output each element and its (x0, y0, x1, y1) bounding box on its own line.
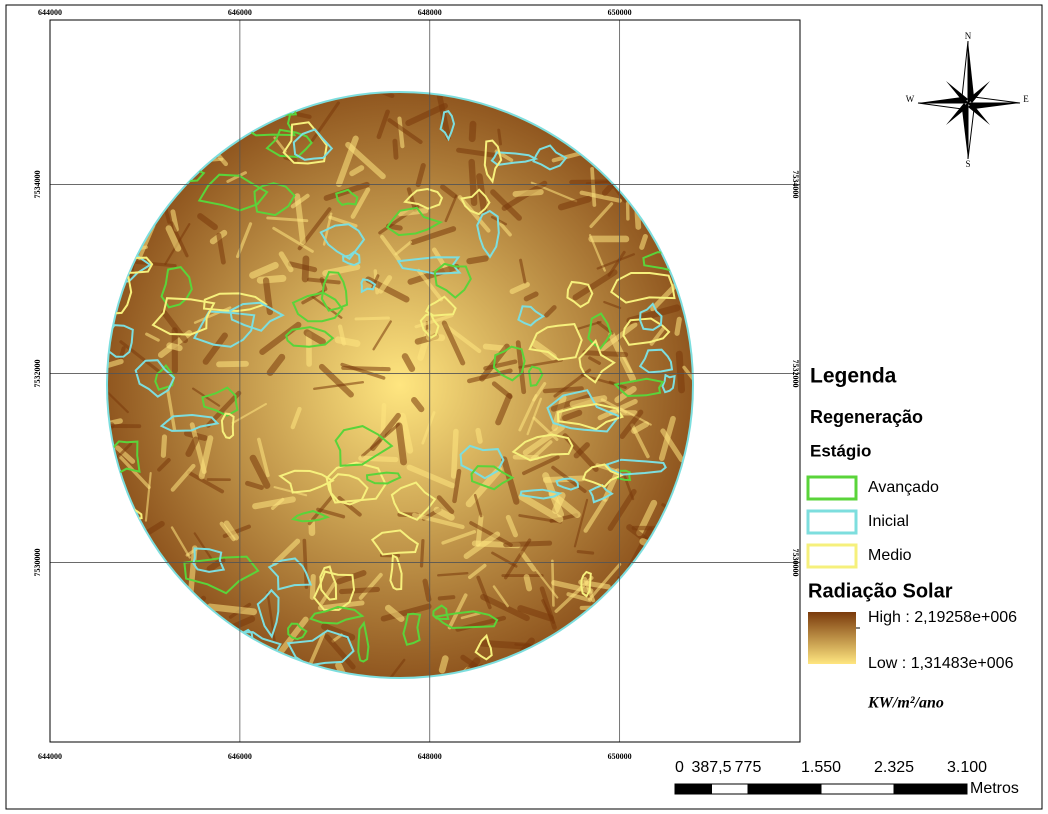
legend-label: Avançado (868, 479, 939, 496)
terrain-streak (399, 426, 403, 462)
raster-title: Radiação Solar (808, 580, 953, 602)
terrain-streak (305, 259, 306, 279)
terrain-streak (338, 340, 357, 344)
terrain-streak (425, 581, 429, 599)
compass-w: W (906, 94, 915, 104)
terrain-streak (499, 130, 501, 144)
terrain-streak (545, 388, 581, 391)
terrain-streak (356, 318, 388, 319)
terrain-streak (395, 141, 396, 157)
compass-e: E (1023, 94, 1029, 104)
terrain-streak (506, 543, 550, 545)
terrain-streak (399, 119, 402, 147)
terrain-streak (572, 182, 611, 183)
legend-label: Medio (868, 547, 912, 564)
legend-label: Inicial (868, 513, 909, 530)
x-coord-label: 646000 (228, 8, 252, 17)
terrain-streak (361, 458, 396, 459)
terrain-streak (312, 577, 313, 598)
raster-high: High : 2,19258e+006 (868, 609, 1017, 626)
terrain-streak (454, 431, 456, 476)
terrain-streak (163, 437, 164, 455)
terrain-streak (527, 577, 530, 588)
map-page: 644000 644000 646000 646000 648000 648000 6500… (0, 0, 1048, 814)
compass-s: S (965, 159, 970, 169)
terrain-streak (442, 659, 445, 670)
terrain-streak (515, 192, 540, 194)
y-coord-label: 7534000 (791, 170, 800, 198)
terrain-streak (578, 552, 592, 554)
scale-label: 3.100 (947, 759, 987, 776)
scale-unit: Metros (970, 780, 1019, 797)
terrain-streak (304, 541, 306, 587)
raster-ramp (808, 612, 856, 664)
terrain-streak (677, 319, 679, 333)
terrain-streak (478, 430, 480, 441)
raster-low: Low : 1,31483e+006 (868, 655, 1014, 672)
legend-layer: Regeneração (810, 407, 923, 427)
y-coord-label: 7530000 (33, 548, 42, 576)
terrain-streak (679, 354, 681, 390)
terrain-streak (440, 597, 454, 598)
legend-field: Estágio (810, 441, 871, 460)
scale-segment (675, 784, 712, 794)
x-coord-label: 644000 (38, 752, 62, 761)
y-coord-label: 7532000 (791, 359, 800, 387)
scale-label: 387,5 (691, 759, 731, 776)
terrain-streak (592, 169, 594, 205)
compass-n: N (965, 31, 972, 41)
terrain-streak (469, 258, 485, 261)
terrain-streak (169, 346, 179, 348)
terrain-streak (642, 237, 646, 248)
terrain-streak (343, 368, 388, 369)
x-coord-label: 646000 (228, 752, 252, 761)
y-coord-label: 7532000 (33, 359, 42, 387)
scale-label: 2.325 (874, 759, 914, 776)
x-coord-label: 644000 (38, 8, 62, 17)
raster-unit: KW/m²/ano (867, 695, 944, 712)
terrain-streak (342, 589, 378, 591)
terrain-streak (219, 364, 246, 365)
scale-segment (748, 784, 821, 794)
y-coord-label: 7530000 (791, 548, 800, 576)
terrain-streak (472, 124, 473, 139)
terrain-streak (478, 517, 481, 545)
x-coord-label: 648000 (418, 8, 442, 17)
scale-label: 0 (675, 759, 684, 776)
terrain-streak (486, 347, 503, 349)
x-coord-label: 648000 (418, 752, 442, 761)
scale-segment (894, 784, 967, 794)
scale-segment (821, 784, 894, 794)
scale-label: 775 (735, 759, 762, 776)
y-coord-label: 7534000 (33, 170, 42, 198)
scale-label: 1.550 (801, 759, 841, 776)
x-coord-label: 650000 (608, 8, 632, 17)
x-coord-label: 650000 (608, 752, 632, 761)
legend-title: Legenda (810, 365, 897, 388)
scale-segment (712, 784, 749, 794)
